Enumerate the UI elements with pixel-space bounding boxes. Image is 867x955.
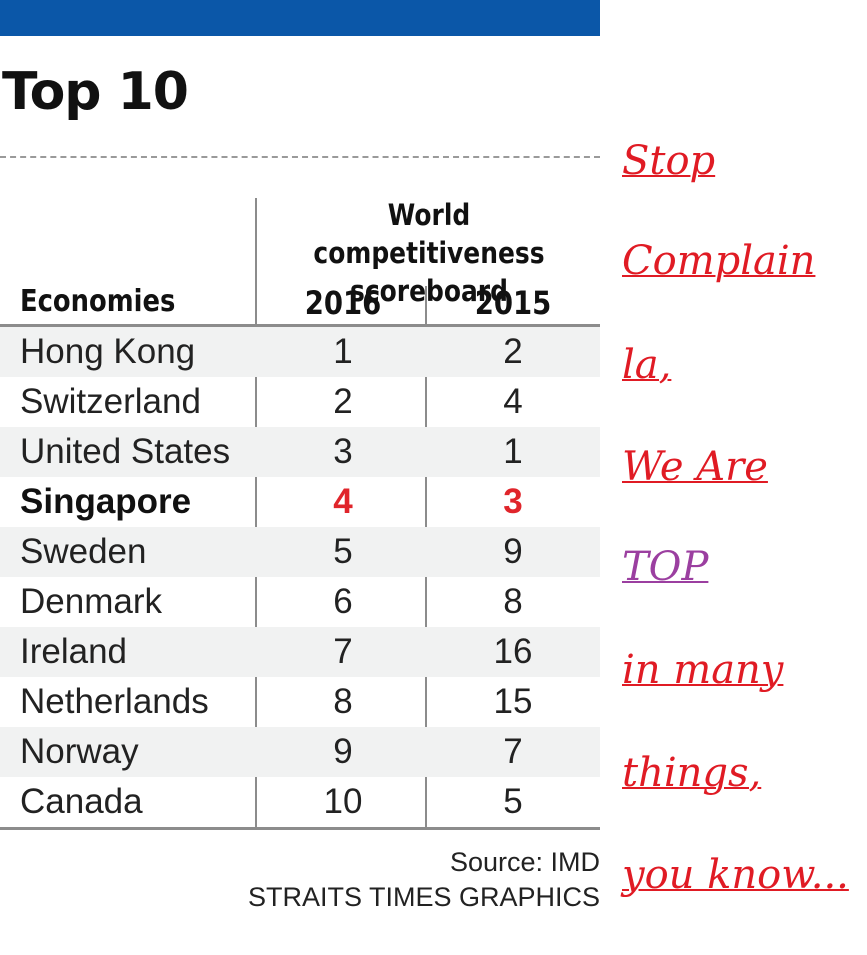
annotation-line: We Are bbox=[622, 444, 768, 490]
table-row: Canada 10 5 bbox=[0, 777, 600, 827]
dashed-divider bbox=[0, 156, 600, 158]
rank-2016: 2 bbox=[333, 382, 353, 421]
table-row: Singapore 4 3 bbox=[0, 477, 600, 527]
rank-2016: 1 bbox=[333, 332, 353, 371]
rank-2015: 8 bbox=[503, 582, 523, 621]
economy-name: United States bbox=[20, 432, 231, 471]
rank-2015: 9 bbox=[503, 532, 523, 571]
table-row: United States 3 1 bbox=[0, 427, 600, 477]
table-row: Denmark 6 8 bbox=[0, 577, 600, 627]
economy-name: Ireland bbox=[20, 632, 128, 671]
economy-name: Canada bbox=[20, 782, 143, 821]
economy-name: Hong Kong bbox=[20, 332, 196, 371]
source-credit: Source: IMD STRAITS TIMES GRAPHICS bbox=[248, 845, 600, 915]
annotation-line: Complain bbox=[622, 238, 816, 284]
source-line: Source: IMD bbox=[449, 847, 600, 877]
rank-2015: 1 bbox=[503, 432, 523, 471]
annotation-line: things, bbox=[622, 750, 762, 796]
table-row: Sweden 5 9 bbox=[0, 527, 600, 577]
economy-name: Norway bbox=[20, 732, 139, 771]
column-group-header-line2: scoreboard bbox=[350, 274, 508, 308]
header-rule bbox=[0, 324, 600, 327]
table-row: Hong Kong 1 2 bbox=[0, 327, 600, 377]
table-row: Switzerland 2 4 bbox=[0, 377, 600, 427]
column-header-2016: 2016 bbox=[304, 284, 382, 322]
annotation-line: you know... bbox=[622, 852, 849, 898]
rank-2016: 10 bbox=[323, 782, 363, 821]
rank-2016: 9 bbox=[333, 732, 353, 771]
table-row: Norway 9 7 bbox=[0, 727, 600, 777]
annotation-line: la, bbox=[622, 342, 672, 388]
table-row: Ireland 7 16 bbox=[0, 627, 600, 677]
graphics-credit-line: STRAITS TIMES GRAPHICS bbox=[247, 882, 600, 912]
rank-2015: 16 bbox=[493, 632, 533, 671]
rank-2016: 4 bbox=[333, 482, 353, 521]
rank-2015: 4 bbox=[503, 382, 523, 421]
rank-2016: 7 bbox=[333, 632, 353, 671]
column-group-header: World competitiveness scoreboard bbox=[282, 196, 576, 310]
top-color-bar bbox=[0, 0, 600, 36]
rank-2015: 2 bbox=[503, 332, 523, 371]
economy-name: Switzerland bbox=[20, 382, 201, 421]
economy-name: Singapore bbox=[20, 482, 192, 521]
rank-2015: 5 bbox=[503, 782, 523, 821]
economy-name: Netherlands bbox=[20, 682, 209, 721]
rank-2015: 7 bbox=[503, 732, 523, 771]
column-group-header-line1: World competitiveness bbox=[313, 198, 545, 270]
rank-2015: 15 bbox=[493, 682, 533, 721]
footer-rule bbox=[0, 827, 600, 830]
column-header-2015: 2015 bbox=[474, 284, 552, 322]
annotation-line: Stop bbox=[622, 138, 716, 184]
rank-2016: 6 bbox=[333, 582, 353, 621]
rank-2016: 5 bbox=[333, 532, 353, 571]
rank-2016: 8 bbox=[333, 682, 353, 721]
rank-2015: 3 bbox=[503, 482, 523, 521]
column-header-economies: Economies bbox=[20, 284, 176, 319]
annotation-line: TOP bbox=[622, 544, 709, 590]
column-divider-left bbox=[255, 198, 257, 830]
chart-title: Top 10 bbox=[2, 62, 189, 122]
annotation-line: in many bbox=[622, 647, 784, 693]
economy-name: Sweden bbox=[20, 532, 147, 571]
rank-2016: 3 bbox=[333, 432, 353, 471]
economy-name: Denmark bbox=[20, 582, 162, 621]
table-row: Netherlands 8 15 bbox=[0, 677, 600, 727]
